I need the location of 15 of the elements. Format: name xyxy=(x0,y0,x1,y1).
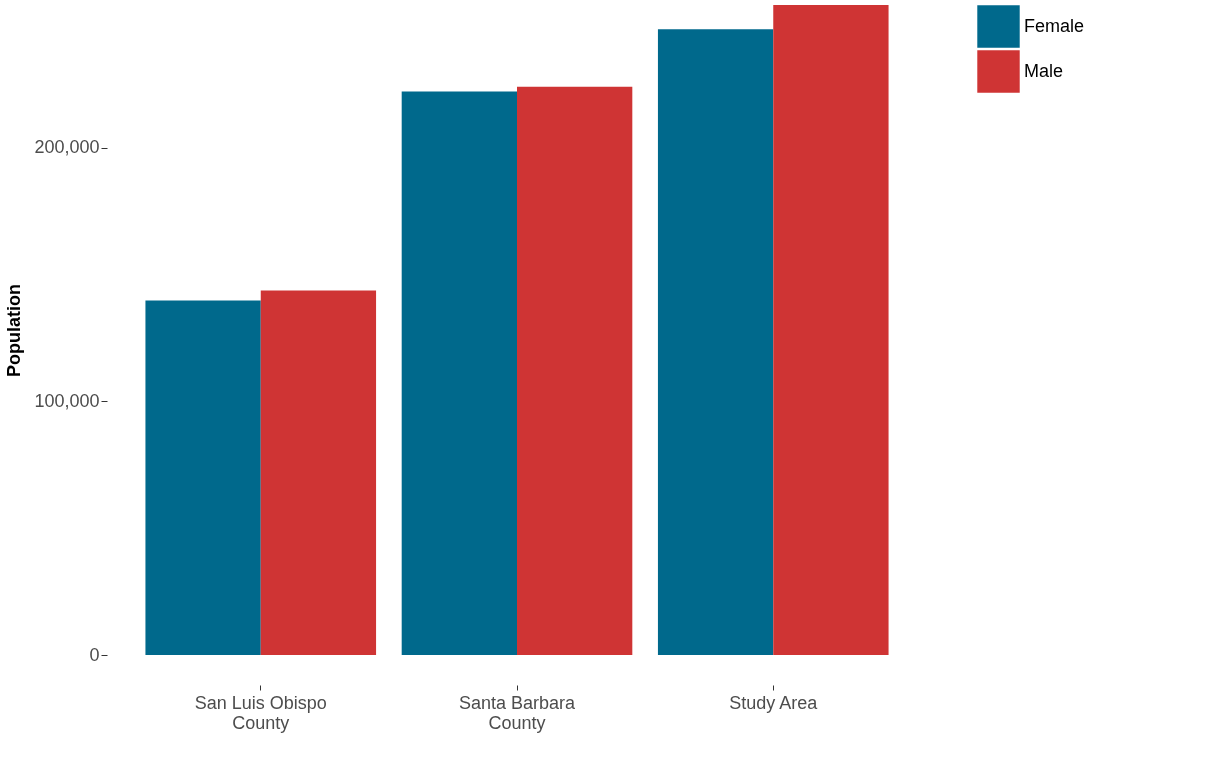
bar xyxy=(260,290,377,655)
x-tick-label: Santa Barbara County xyxy=(458,692,577,733)
bar xyxy=(657,29,774,655)
y-tick-label: 100,000 xyxy=(34,390,100,411)
x-tick-label: Study Area xyxy=(729,692,819,713)
bar xyxy=(773,5,889,655)
x-tick-label: San Luis Obispo County xyxy=(194,692,327,733)
bar xyxy=(401,91,517,655)
legend-label: Male xyxy=(1024,60,1064,81)
bar xyxy=(517,86,633,655)
y-axis-title: Population xyxy=(4,284,25,377)
legend-label: Female xyxy=(1024,15,1085,36)
bar xyxy=(145,300,261,655)
y-tick-label: 200,000 xyxy=(34,137,100,158)
y-tick-label: 0 xyxy=(89,644,100,665)
